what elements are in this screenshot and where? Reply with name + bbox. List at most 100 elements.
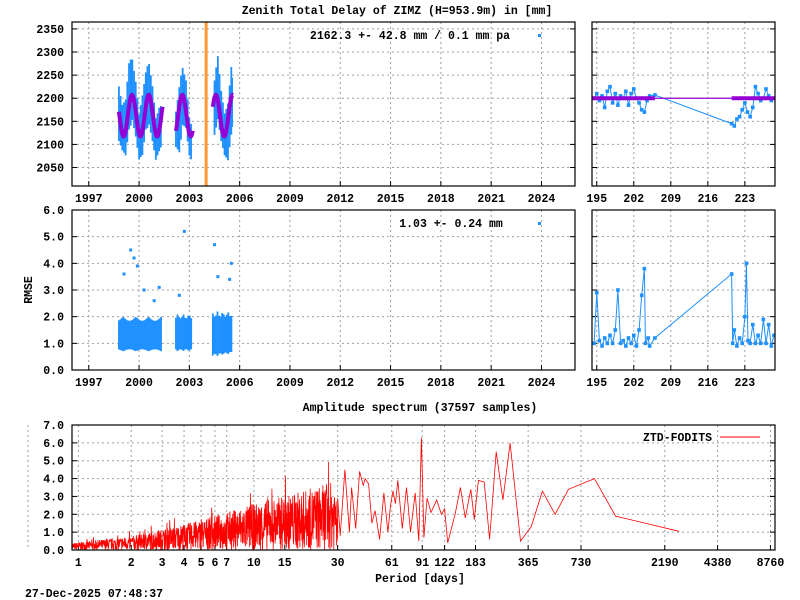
data-point (124, 318, 126, 351)
data-point (176, 314, 179, 352)
data-point (230, 315, 233, 352)
data-point (122, 272, 126, 276)
data-point (158, 318, 161, 351)
data-point (732, 124, 737, 128)
data-point (613, 328, 618, 332)
x-tick-label: 2018 (427, 377, 455, 390)
y-tick-label: 4.0 (43, 474, 64, 487)
stats-annotation: 1.03 +- 0.24 mm (399, 218, 503, 231)
x-tick-label: 15 (278, 557, 292, 570)
data-point (729, 121, 734, 126)
data-point (610, 341, 615, 346)
y-tick-label: 1.0 (43, 338, 64, 351)
y-tick-label: 6.0 (43, 205, 64, 218)
chart-title: Zenith Total Delay of ZIMZ (H=953.9m) in… (242, 5, 553, 18)
data-point (140, 320, 143, 350)
x-tick-label: 365 (518, 557, 539, 570)
x-tick-label: 1 (75, 557, 82, 570)
data-point (154, 118, 157, 160)
data-point (215, 315, 217, 355)
data-point (211, 313, 214, 356)
data-point (618, 341, 623, 346)
x-tick-label: 2 (128, 557, 135, 570)
data-point (221, 313, 224, 355)
data-point (613, 91, 618, 96)
data-point (769, 98, 774, 103)
y-tick-label: 6.0 (43, 438, 64, 451)
data-point (182, 314, 185, 351)
data-point (133, 318, 135, 351)
data-point (175, 317, 177, 350)
data-point (137, 319, 140, 351)
data-point (177, 293, 181, 297)
data-point (740, 341, 745, 346)
data-point (145, 319, 147, 351)
data-point (134, 317, 137, 352)
y-tick-label: 2.0 (43, 312, 64, 325)
data-point (131, 59, 134, 120)
data-point (645, 98, 649, 103)
data-point (605, 89, 610, 94)
data-point (637, 101, 641, 105)
y-tick-label: 5.0 (43, 456, 64, 469)
data-point (227, 312, 230, 355)
data-point (592, 341, 596, 346)
data-point (753, 341, 758, 346)
data-point (639, 107, 644, 112)
data-point (119, 319, 122, 351)
data-point (758, 341, 763, 346)
data-point (152, 320, 155, 350)
data-point (637, 328, 641, 332)
y-tick-label: 2.0 (43, 509, 64, 522)
x-tick-label: 4380 (704, 557, 732, 570)
annotation-marker (538, 34, 541, 37)
x-tick-label: 195 (586, 193, 607, 206)
data-point (766, 322, 771, 327)
x-tick-label: 2006 (226, 377, 254, 390)
data-point (646, 336, 650, 340)
data-point (653, 336, 657, 340)
data-point (151, 319, 153, 350)
y-tick-label: 2100 (36, 139, 64, 152)
y-tick-label: 2150 (36, 116, 64, 129)
data-point (216, 311, 219, 356)
spectrum-title: Amplitude spectrum (37597 samples) (303, 402, 538, 415)
data-point (185, 318, 188, 350)
x-tick-label: 2015 (377, 377, 405, 390)
x-tick-label: 223 (734, 193, 755, 206)
data-point (634, 344, 639, 348)
x-tick-label: 216 (697, 377, 718, 390)
data-point (772, 333, 775, 338)
timestamp: 27-Dec-2025 07:48:37 (25, 588, 163, 600)
x-tick-label: 6 (212, 557, 219, 570)
data-point (639, 293, 644, 298)
data-point (216, 275, 220, 279)
data-point (146, 317, 149, 351)
data-point (750, 322, 755, 327)
x-tick-label: 122 (434, 557, 455, 570)
panel-spectrum: 1 2 3 4 5 6 7 10 15 30 61 91 122 183 365 730 2190 4380 876… (27, 402, 784, 586)
data-point (626, 103, 631, 107)
data-point (729, 272, 734, 276)
data-line (593, 263, 775, 348)
y-tick-label: 2250 (36, 70, 64, 83)
data-point (187, 315, 190, 351)
data-point (229, 261, 233, 265)
data-point (160, 316, 162, 352)
y-tick-label: 0.0 (43, 365, 64, 378)
x-tick-label: 2009 (276, 377, 304, 390)
x-tick-label: 2003 (176, 193, 204, 206)
model-curve (174, 92, 195, 139)
x-tick-label: 2015 (377, 193, 405, 206)
data-point (136, 317, 138, 351)
x-tick-label: 730 (571, 557, 592, 570)
data-point (740, 107, 745, 112)
x-tick-label: 2190 (651, 557, 679, 570)
data-point (190, 318, 193, 350)
data-point (128, 320, 131, 350)
data-point (735, 344, 739, 348)
x-tick-label: 2018 (427, 193, 455, 206)
data-point (178, 317, 180, 350)
data-point (594, 91, 599, 96)
